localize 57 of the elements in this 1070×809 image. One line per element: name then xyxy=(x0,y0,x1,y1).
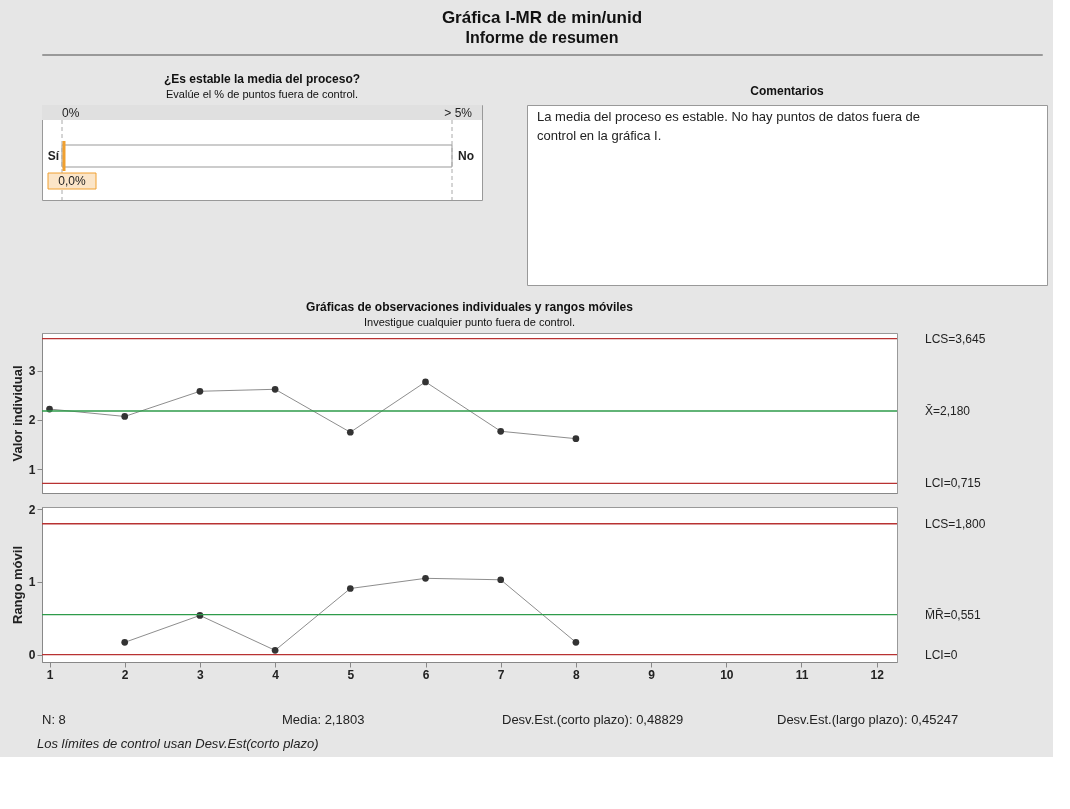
x-tick-label: 4 xyxy=(272,667,280,682)
y-tick-label: 0 xyxy=(28,648,36,663)
y-axis-title: Valor individual xyxy=(9,365,25,462)
point xyxy=(196,387,204,395)
y-tick-label: 1 xyxy=(28,462,36,477)
chart-subtitle: Investigue cualquier punto fuera de control. xyxy=(364,315,575,328)
point xyxy=(572,639,580,646)
text: Desv.Est.(largo plazo): 0,45247 xyxy=(777,712,959,727)
text: No xyxy=(458,149,474,163)
text: Evalúe el % de puntos fuera de control. xyxy=(165,88,359,100)
x-tick-label: 8 xyxy=(573,667,581,682)
text: Gráfica I-MR de min/unid xyxy=(441,8,643,28)
x-tick-label: 7 xyxy=(497,667,505,682)
chart-title: Gráficas de observaciones individuales y rangos móviles xyxy=(306,299,634,314)
x-tick-label: 9 xyxy=(648,667,656,682)
text: 0,0% xyxy=(58,174,86,188)
point xyxy=(271,385,279,393)
y-tick-label: 2 xyxy=(28,502,36,517)
text: La media del proceso es estable. No hay puntos de datos fuera de control en la gráfica I. xyxy=(537,109,921,143)
text: Informe de resumen xyxy=(465,29,619,47)
x-tick-label: 10 xyxy=(720,667,734,682)
point xyxy=(497,427,505,435)
x-tick-label: 6 xyxy=(422,667,430,682)
ref-line-label: M̄R̄=0,551 xyxy=(925,607,982,622)
text: Los límites de control usan Desv.Est(corto plazo) xyxy=(37,736,319,751)
ref-line-label: X̄=2,180 xyxy=(925,404,971,419)
x-tick-label: 2 xyxy=(121,667,129,682)
point xyxy=(572,435,580,443)
point xyxy=(422,574,429,582)
x-tick-label: 5 xyxy=(347,667,355,682)
ref-line-label: LCS=3,645 xyxy=(925,331,986,346)
text: Comentarios xyxy=(750,84,824,99)
y-axis-title: Rango móvil xyxy=(9,545,25,625)
y-tick-label: 2 xyxy=(28,413,36,428)
text: Desv.Est.(corto plazo): 0,48829 xyxy=(502,712,684,727)
y-tick-label: 3 xyxy=(28,364,36,379)
point xyxy=(121,639,129,646)
x-tick-label: 11 xyxy=(795,667,809,682)
x-tick-label: 3 xyxy=(197,667,205,682)
point xyxy=(422,378,429,386)
text: > 5% xyxy=(444,106,473,120)
point xyxy=(271,647,279,654)
x-tick-label: 12 xyxy=(870,667,885,682)
ref-line-label: LCI=0,715 xyxy=(925,476,982,491)
ref-line-label: LCI=0 xyxy=(925,647,958,662)
point xyxy=(346,585,354,592)
text: 0% xyxy=(62,106,80,120)
point xyxy=(121,413,129,420)
text: Media: 2,1803 xyxy=(282,712,365,727)
point xyxy=(497,576,505,584)
text: ¿Es estable la media del proceso? xyxy=(163,72,361,86)
y-tick-label: 1 xyxy=(28,575,36,590)
text: N: 8 xyxy=(42,712,66,727)
point xyxy=(346,428,354,436)
ref-line-label: LCS=1,800 xyxy=(925,516,986,531)
x-tick-label: 1 xyxy=(46,667,54,682)
text: Sí xyxy=(47,149,60,163)
